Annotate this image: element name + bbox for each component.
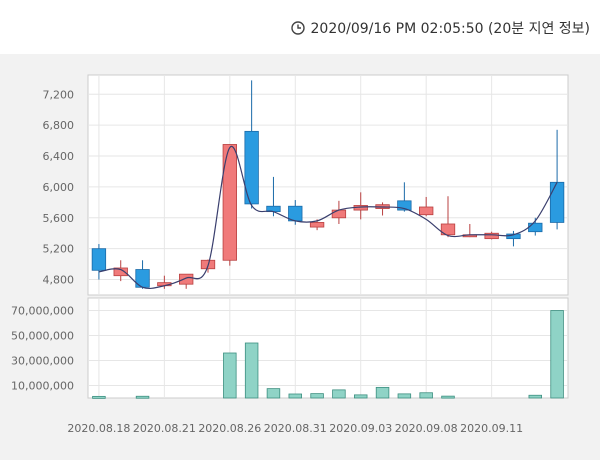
x-tick-label: 2020.09.08 <box>395 422 458 435</box>
candle-body <box>179 273 194 285</box>
volume-bar <box>310 393 324 399</box>
candle-body <box>222 144 237 261</box>
volume-bars <box>92 310 564 399</box>
close-price-line <box>98 145 558 289</box>
volume-tick-label: 50,000,000 <box>11 330 74 343</box>
volume-bar <box>244 342 259 399</box>
x-tick-label: 2020.08.31 <box>264 422 327 435</box>
price-tick-label: 6,000 <box>43 181 75 194</box>
volume-tick-label: 30,000,000 <box>11 355 74 368</box>
x-tick-label: 2020.08.21 <box>133 422 196 435</box>
volume-plot-area <box>87 297 569 399</box>
x-tick-label: 2020.09.03 <box>329 422 392 435</box>
volume-tick-label: 70,000,000 <box>11 305 74 318</box>
x-axis: 2020.08.18 2020.08.21 2020.08.26 2020.08.31… <box>67 422 523 435</box>
volume-bar <box>419 392 433 399</box>
candle-body <box>484 232 499 240</box>
volume-bar <box>92 395 106 399</box>
volume-bar <box>353 394 368 399</box>
volume-bar <box>528 394 542 399</box>
volume-tick-label: 10,000,000 <box>11 380 74 393</box>
volume-bar <box>223 352 237 399</box>
timestamp-text: 2020/09/16 PM 02:05:50 (20분 지연 정보) <box>310 21 590 37</box>
candle-body <box>528 222 543 233</box>
x-tick-label: 2020.08.18 <box>67 422 130 435</box>
candles <box>91 80 565 289</box>
candle-body <box>440 223 456 236</box>
volume-bar <box>441 395 455 399</box>
volume-bar <box>332 389 346 399</box>
candle-body <box>288 205 303 222</box>
price-plot-area <box>87 74 569 296</box>
price-tick-label: 6,800 <box>43 119 75 132</box>
candle-body <box>397 200 412 211</box>
candle-body <box>309 222 325 228</box>
candle-body <box>549 181 565 223</box>
candle-body <box>506 233 521 240</box>
volume-bar <box>288 393 303 399</box>
price-tick-label: 7,200 <box>43 88 75 101</box>
timestamp: 2020/09/16 PM 02:05:50 (20분 지연 정보) <box>290 18 590 38</box>
volume-y-axis: 10,000,000 30,000,000 50,000,000 70,000,000 <box>11 305 74 393</box>
candle-body <box>244 130 259 205</box>
header: 2020/09/16 PM 02:05:50 (20분 지연 정보) <box>0 0 600 54</box>
stock-chart: 4,800 5,200 5,600 6,000 6,400 6,800 7,200 10,0… <box>11 74 569 435</box>
candle-body <box>419 206 434 216</box>
candle-body <box>113 267 128 277</box>
price-tick-label: 6,400 <box>43 150 75 163</box>
price-tick-label: 4,800 <box>43 274 75 287</box>
x-tick-label: 2020.09.11 <box>460 422 523 435</box>
price-tick-label: 5,200 <box>43 243 75 256</box>
volume-bar <box>550 310 564 399</box>
price-line <box>98 145 558 289</box>
clock-icon <box>290 21 305 35</box>
candle-body <box>91 248 107 271</box>
price-tick-label: 5,600 <box>43 212 75 225</box>
volume-bar <box>397 393 412 399</box>
candle-body <box>331 209 347 219</box>
volume-bar <box>266 388 281 399</box>
volume-bar <box>375 386 390 399</box>
x-tick-label: 2020.08.26 <box>198 422 261 435</box>
volume-bar <box>135 395 150 399</box>
chart-panel: 4,800 5,200 5,600 6,000 6,400 6,800 7,200 10,0… <box>0 54 600 460</box>
price-y-axis: 4,800 5,200 5,600 6,000 6,400 6,800 7,200 <box>43 88 75 286</box>
volume-grid <box>88 298 568 398</box>
